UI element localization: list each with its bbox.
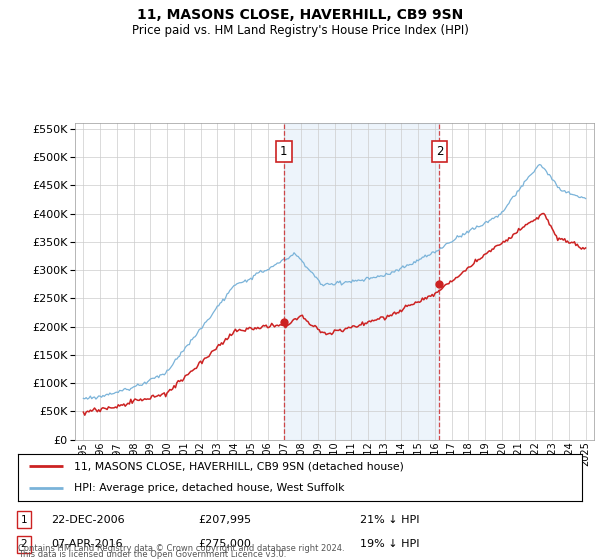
Text: £275,000: £275,000	[198, 539, 251, 549]
Text: 1: 1	[20, 515, 28, 525]
Text: 2: 2	[436, 145, 443, 158]
Text: 21% ↓ HPI: 21% ↓ HPI	[360, 515, 419, 525]
Text: 1: 1	[280, 145, 287, 158]
Text: 11, MASONS CLOSE, HAVERHILL, CB9 9SN: 11, MASONS CLOSE, HAVERHILL, CB9 9SN	[137, 8, 463, 22]
Text: 07-APR-2016: 07-APR-2016	[51, 539, 122, 549]
Text: HPI: Average price, detached house, West Suffolk: HPI: Average price, detached house, West…	[74, 483, 345, 493]
Text: £207,995: £207,995	[198, 515, 251, 525]
Text: 11, MASONS CLOSE, HAVERHILL, CB9 9SN (detached house): 11, MASONS CLOSE, HAVERHILL, CB9 9SN (de…	[74, 461, 404, 472]
Text: Contains HM Land Registry data © Crown copyright and database right 2024.: Contains HM Land Registry data © Crown c…	[18, 544, 344, 553]
Text: 19% ↓ HPI: 19% ↓ HPI	[360, 539, 419, 549]
Text: 22-DEC-2006: 22-DEC-2006	[51, 515, 125, 525]
Text: This data is licensed under the Open Government Licence v3.0.: This data is licensed under the Open Gov…	[18, 550, 286, 559]
Bar	[284, 123, 439, 440]
Text: Price paid vs. HM Land Registry's House Price Index (HPI): Price paid vs. HM Land Registry's House …	[131, 24, 469, 36]
Text: 2: 2	[20, 539, 28, 549]
